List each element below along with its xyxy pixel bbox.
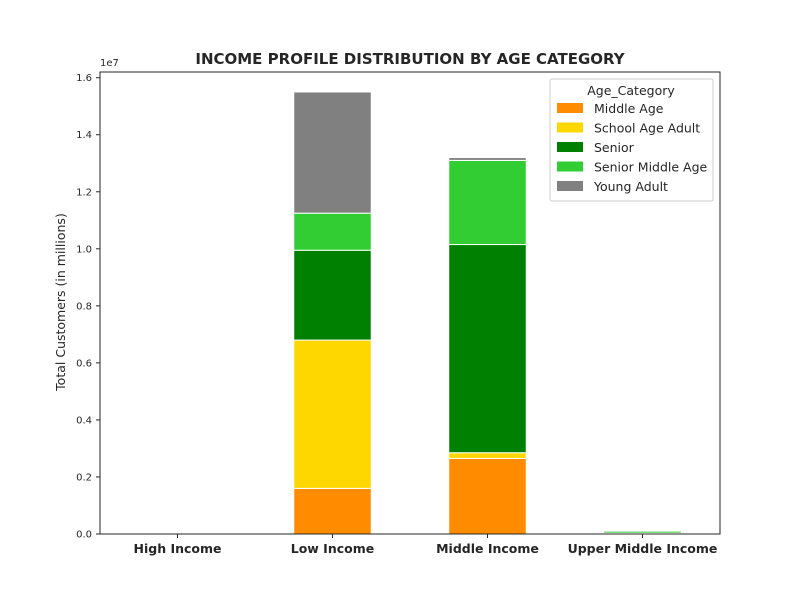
legend-box [549, 78, 714, 202]
y-axis-label: Total Customers (in millions) [53, 213, 68, 392]
plot-frame [99, 71, 721, 535]
bar-middle-income-middle-age [448, 457, 527, 535]
legend-items: Middle Age School Age Adult Senior Senior M… [557, 101, 708, 194]
bar-low-income-senior [293, 249, 372, 341]
x-tick-label: High Income [134, 541, 222, 556]
legend-label: Senior Middle Age [594, 160, 708, 175]
chart-title: INCOME PROFILE DISTRIBUTION BY AGE CATEG… [195, 50, 625, 68]
bar-low-income-middle-age [293, 487, 372, 535]
y-tick-label: 0.6 [76, 358, 92, 369]
x-tick-label: Middle Income [436, 541, 539, 556]
bar-middle-income-senior-middle-age [448, 159, 527, 246]
y-tick-label: 0.8 [76, 301, 92, 312]
y-tick-label: 0.2 [76, 472, 92, 483]
legend-swatch [557, 181, 583, 191]
bar-middle-income-senior [448, 244, 527, 454]
legend-label: Senior [594, 140, 635, 155]
legend-title: Age_Category [587, 83, 675, 98]
legend-label: Middle Age [594, 101, 664, 116]
x-tick-label: Low Income [291, 541, 375, 556]
legend-swatch [557, 122, 583, 133]
legend: Age_Category Middle Age School Age Adult S… [549, 78, 714, 202]
legend-swatch [557, 161, 583, 172]
legend-swatch [557, 103, 583, 113]
bar-middle-income-school-age-adult [448, 452, 527, 459]
legend-label: School Age Adult [594, 121, 700, 136]
bar-middle-income-young-adult [448, 157, 527, 161]
y-tick-label: 1.0 [76, 244, 92, 255]
bar-low-income-school-age-adult [293, 339, 372, 489]
x-tick-label: Upper Middle Income [568, 541, 718, 556]
bar-low-income-young-adult [293, 91, 372, 214]
y-tick-label: 1.6 [76, 73, 92, 84]
y-tick-label: 0.4 [76, 415, 92, 426]
y-offset-text: 1e7 [100, 58, 119, 69]
y-tick-label: 1.2 [76, 187, 92, 198]
bar-low-income-senior-middle-age [293, 212, 372, 251]
x-axis-ticks: High Income Low Income Middle Income Upper … [134, 534, 718, 556]
bar-upper-middle-income-senior-middle-age [603, 530, 682, 534]
legend-swatch [557, 142, 583, 152]
legend-label: Young Adult [593, 179, 668, 194]
y-tick-label: 1.4 [76, 130, 92, 141]
bars-group [293, 91, 682, 535]
y-axis-ticks: 0.0 0.2 0.4 0.6 0.8 1.0 1.2 1.4 1.6 [76, 73, 100, 541]
y-tick-label: 0.0 [76, 530, 92, 541]
